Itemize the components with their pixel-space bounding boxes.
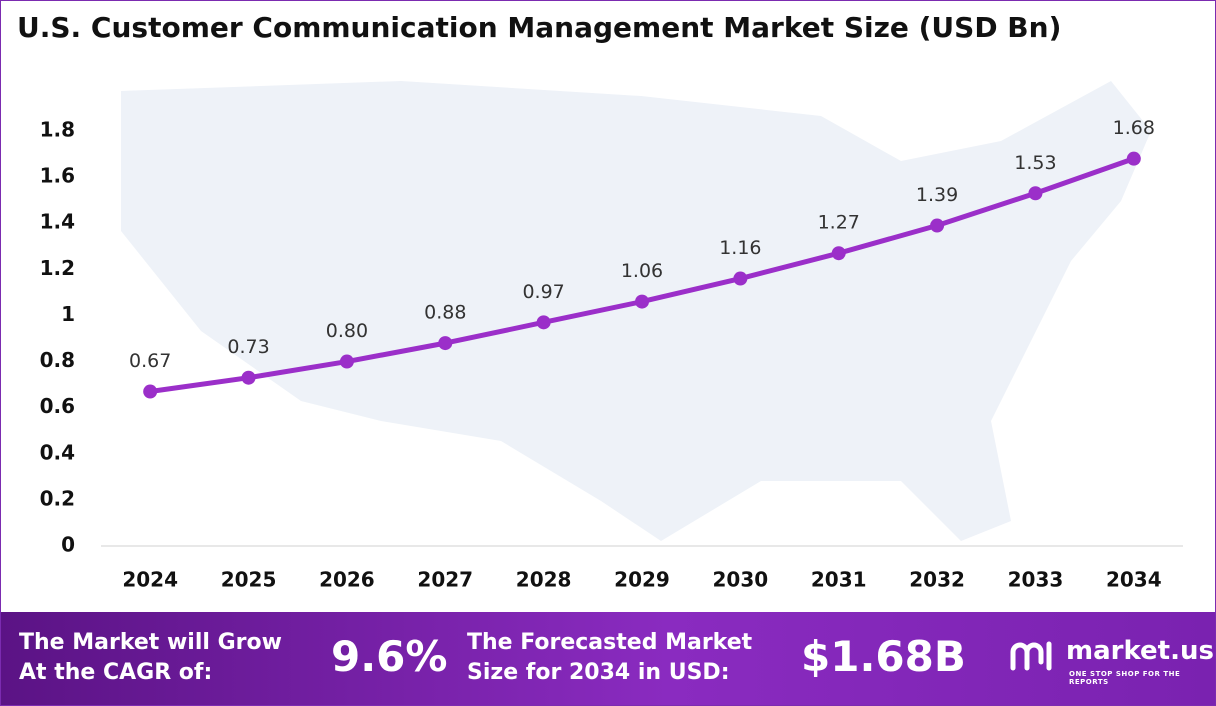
- x-tick-label: 2034: [1106, 568, 1162, 592]
- x-tick-label: 2029: [614, 568, 670, 592]
- y-tick-label: 0.4: [40, 440, 75, 464]
- y-tick-label: 0.8: [40, 348, 75, 372]
- point: [930, 218, 945, 233]
- value-label: 0.88: [424, 302, 466, 324]
- tagline: ONE STOP SHOP FOR THE REPORTS: [1069, 670, 1181, 686]
- value-label: 1.39: [916, 184, 958, 206]
- point: [831, 246, 846, 261]
- y-tick-label: 1.6: [40, 164, 75, 188]
- point: [143, 384, 158, 399]
- y-tick-label: 1.8: [40, 118, 75, 142]
- point: [733, 271, 748, 286]
- value-label: 0.67: [129, 350, 171, 372]
- point: [241, 370, 256, 385]
- y-tick-label: 1: [61, 302, 75, 326]
- y-tick-label: 1.2: [40, 256, 75, 280]
- value-label: 1.06: [621, 260, 663, 282]
- value-label: 0.73: [227, 336, 269, 358]
- logo: [1010, 641, 1052, 671]
- y-tick-label: 0.6: [40, 394, 75, 418]
- x-tick-label: 2033: [1008, 568, 1064, 592]
- y-tick-label: 1.4: [40, 210, 75, 234]
- cagr-text: The Market will Grow At the CAGR of:: [19, 630, 282, 685]
- y-tick-label: 0: [61, 533, 75, 557]
- x-tick-label: 2028: [516, 568, 572, 592]
- y-tick-label: 0.2: [40, 486, 75, 510]
- cagr-value: 9.6%: [331, 632, 448, 681]
- value-label: 1.27: [818, 212, 860, 234]
- point: [1126, 151, 1141, 166]
- point: [635, 294, 649, 309]
- footer: The Market will Grow At the CAGR of: 9.6…: [1, 612, 1215, 705]
- point: [438, 336, 453, 351]
- value-label: 0.97: [522, 281, 564, 303]
- value-label: 0.80: [326, 320, 368, 342]
- x-tick-label: 2032: [909, 568, 965, 592]
- forecast-value: $1.68B: [801, 632, 966, 681]
- forecast-text: The Forecasted Market Size for 2034 in U…: [467, 630, 753, 685]
- value-label: 1.16: [719, 237, 761, 259]
- x-tick-label: 2026: [319, 568, 375, 592]
- point: [536, 315, 551, 330]
- map-background: [121, 81, 1151, 541]
- value-label: 1.68: [1113, 117, 1155, 139]
- x-tick-label: 2024: [122, 568, 178, 592]
- point: [339, 354, 354, 369]
- x-tick-label: 2031: [811, 568, 867, 592]
- x-tick-label: 2027: [417, 568, 473, 592]
- brand: market.us: [1066, 636, 1214, 666]
- chart: U.S. Customer Communication Management M…: [17, 11, 1183, 592]
- x-tick-label: 2030: [713, 568, 769, 592]
- value-label: 1.53: [1014, 152, 1056, 174]
- chart-title: U.S. Customer Communication Management M…: [17, 11, 1061, 44]
- x-tick-label: 2025: [221, 568, 277, 592]
- point: [1028, 186, 1043, 201]
